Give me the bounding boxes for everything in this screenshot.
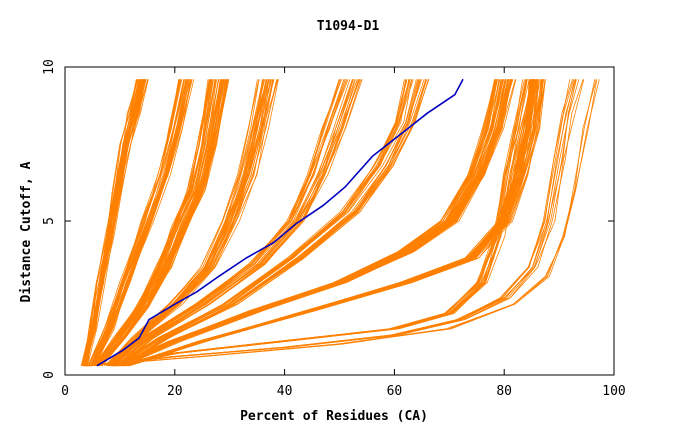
model-line-2-38 [102, 79, 226, 367]
model-line-3-21 [106, 79, 260, 367]
model-line-10-2 [86, 79, 596, 367]
model-line-1-13 [92, 79, 193, 366]
model-line-2-4 [99, 79, 230, 367]
model-line-3-4 [106, 79, 258, 367]
model-line-4-21 [117, 79, 356, 367]
model-line-6-40 [117, 79, 502, 367]
model-line-2-33 [98, 79, 222, 367]
x-tick-label-40: 40 [277, 384, 293, 399]
x-axis-label: Percent of Residues (CA) [240, 409, 428, 424]
model-line-0-39 [85, 79, 145, 366]
model-line-6-46 [121, 79, 507, 367]
y-axis-ticks: 0 5 10 [42, 59, 614, 379]
model-line-2-42 [94, 79, 212, 367]
model-line-1-25 [94, 79, 189, 366]
model-line-5-5 [118, 79, 413, 367]
model-line-10-3 [89, 79, 600, 367]
model-line-8-17 [114, 79, 527, 367]
model-line-1-27 [93, 79, 188, 366]
y-tick-label-10: 10 [42, 59, 57, 75]
model-line-0-36 [86, 79, 149, 366]
x-tick-label-20: 20 [167, 384, 183, 399]
highlight-model-line [96, 78, 464, 367]
model-line-1-29 [89, 79, 180, 366]
model-line-6-49 [117, 79, 501, 367]
model-line-2-44 [99, 79, 223, 367]
model-line-3-19 [111, 79, 279, 367]
model-line-0-21 [80, 79, 137, 366]
model-line-4-22 [119, 79, 359, 367]
model-line-5-22 [116, 79, 411, 367]
model-line-2-29 [96, 79, 221, 367]
model-line-2-40 [101, 79, 227, 367]
model-line-1-19 [90, 79, 185, 366]
x-tick-label-0: 0 [61, 384, 69, 399]
model-line-3-29 [108, 79, 268, 367]
model-line-6-48 [114, 79, 495, 367]
model-line-7-39 [126, 79, 543, 367]
model-line-8-15 [114, 79, 537, 367]
model-line-5-24 [118, 79, 417, 367]
model-line-5-19 [122, 79, 421, 367]
model-line-2-35 [98, 79, 224, 367]
x-tick-label-60: 60 [387, 384, 403, 399]
x-tick-label-80: 80 [496, 384, 512, 399]
x-tick-label-100: 100 [602, 384, 625, 399]
chart-title: T1094-D1 [317, 19, 380, 34]
model-line-2-39 [95, 79, 213, 367]
y-axis-label: Distance Cutoff, A [19, 161, 34, 302]
model-line-6-39 [123, 79, 517, 367]
model-line-4-24 [112, 79, 346, 367]
model-line-1-21 [88, 79, 183, 366]
y-tick-label-5: 5 [42, 217, 57, 225]
model-line-6-47 [123, 79, 511, 367]
model-line-1-28 [95, 79, 190, 366]
model-line-2-43 [101, 79, 229, 367]
highlight-layer [96, 78, 464, 367]
model-line-3-28 [112, 79, 274, 367]
series-layer [80, 79, 600, 367]
x-axis-ticks: 0 20 40 60 80 100 [61, 67, 626, 399]
model-line-2-41 [97, 79, 217, 367]
model-line-4-23 [115, 79, 358, 367]
y-tick-label-0: 0 [42, 371, 57, 379]
model-line-9-9 [85, 79, 577, 367]
model-line-0-26 [84, 79, 138, 366]
model-line-4-16 [108, 79, 340, 367]
model-line-5-23 [120, 79, 422, 367]
